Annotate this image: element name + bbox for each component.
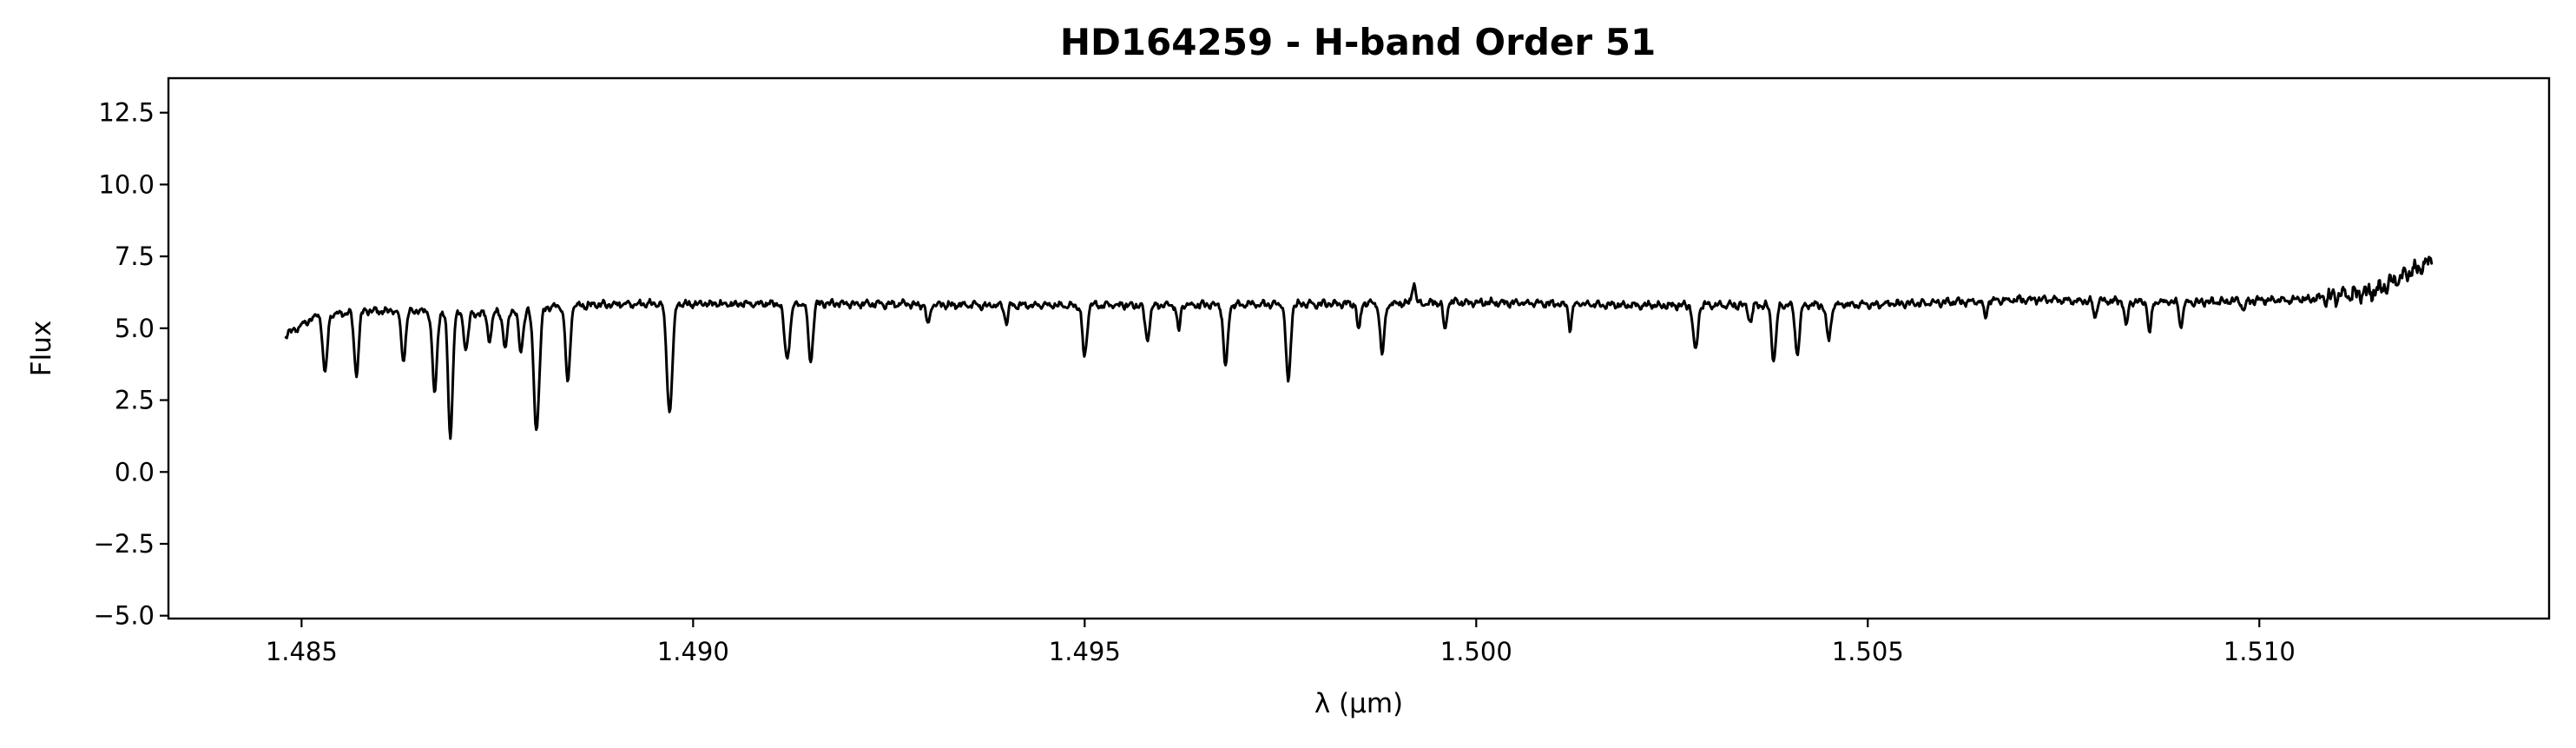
y-tick-label: −5.0 [94,601,155,631]
x-axis-ticks: 1.485 1.490 1.495 1.500 1.505 1.510 [266,619,2296,666]
y-tick-label: 2.5 [115,386,155,415]
y-tick-label: 7.5 [115,242,155,271]
y-tick-label: −2.5 [94,529,155,559]
y-tick-label: 0.0 [115,457,155,487]
x-tick-label: 1.510 [2224,637,2296,666]
y-tick-label: 10.0 [98,169,155,199]
x-tick-label: 1.490 [657,637,729,666]
y-axis-label: Flux [26,321,57,376]
x-tick-label: 1.495 [1049,637,1121,666]
y-tick-label: 12.5 [98,98,155,128]
chart-title: HD164259 - H-band Order 51 [1060,21,1656,63]
x-tick-label: 1.500 [1440,637,1512,666]
x-tick-label: 1.505 [1832,637,1904,666]
y-axis-ticks: −5.0 −2.5 0.0 2.5 5.0 7.5 10.0 12.5 [94,98,168,631]
y-tick-label: 5.0 [115,314,155,343]
x-axis-label: λ (μm) [1314,688,1403,719]
plot-frame [167,76,2551,620]
x-tick-label: 1.485 [266,637,338,666]
series-line-flux [284,255,2434,440]
